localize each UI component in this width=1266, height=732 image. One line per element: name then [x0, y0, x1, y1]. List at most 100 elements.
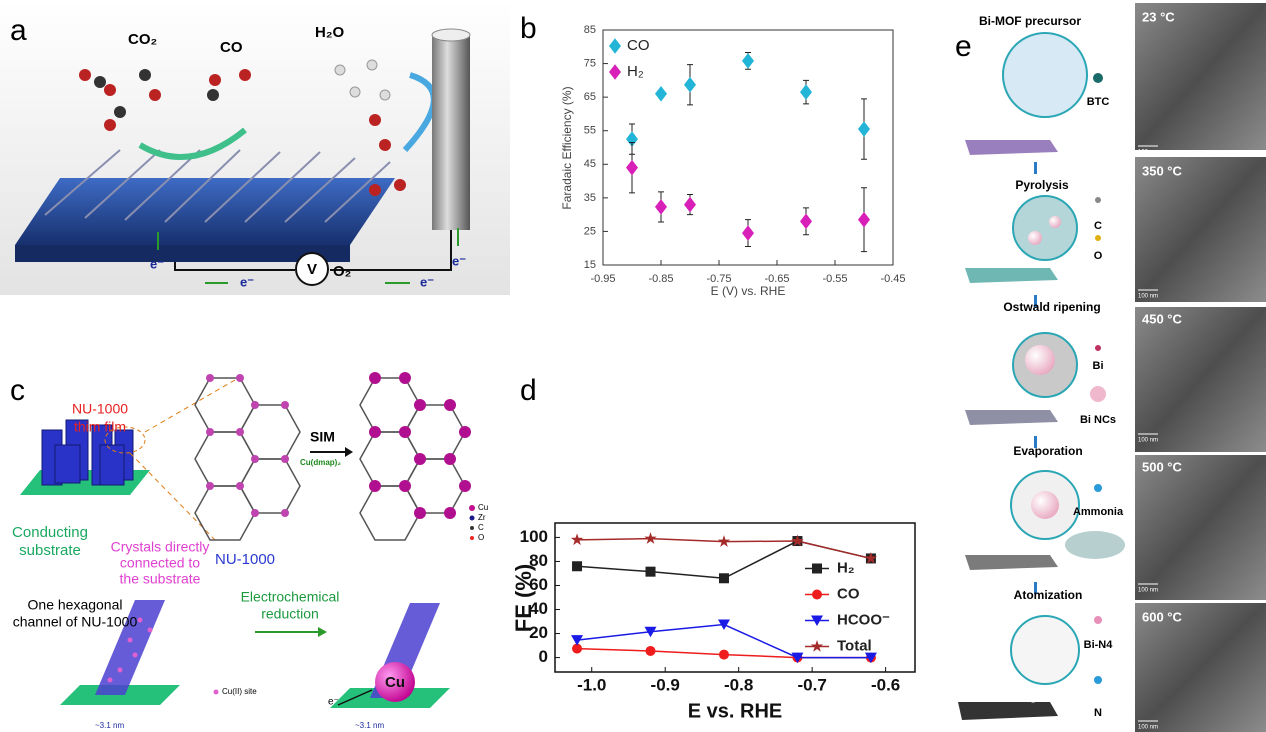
data-point [684, 197, 696, 213]
shape [281, 509, 289, 517]
label: connected to [120, 555, 200, 571]
panel-a-drawing [0, 0, 510, 295]
shape [470, 526, 474, 530]
label: ~3.1 nm [95, 721, 124, 730]
y-tick-label: 75 [584, 57, 596, 69]
species-label: O [1094, 250, 1103, 262]
electron-label: e⁻ [420, 274, 434, 289]
shape [399, 372, 411, 384]
label: NU-1000 [72, 401, 128, 417]
group [1090, 73, 1106, 684]
shape [369, 480, 381, 492]
x-tick-label: -0.75 [706, 273, 731, 285]
data-point [684, 77, 696, 93]
data-point [858, 121, 870, 137]
label: Crystals directly [111, 539, 210, 555]
legend-marker [812, 590, 822, 600]
shape [405, 459, 465, 513]
shape [206, 428, 214, 436]
shape [469, 505, 475, 511]
shape [239, 69, 251, 81]
label: the substrate [120, 571, 201, 587]
shape [1003, 33, 1087, 117]
data-point [800, 84, 812, 100]
shape [1135, 307, 1266, 452]
shape [470, 536, 474, 540]
legend-label: CO [837, 585, 860, 602]
shape [394, 179, 406, 191]
label: Conducting [12, 524, 88, 541]
shape [369, 184, 381, 196]
shape [206, 374, 214, 382]
shape [350, 87, 360, 97]
shape [379, 139, 391, 151]
shape [128, 638, 133, 643]
shape [958, 702, 1058, 720]
panel-label: a [10, 14, 27, 47]
shape [414, 399, 426, 411]
legend-marker [609, 38, 621, 54]
step-label: Ostwald ripening [1003, 300, 1100, 314]
shape [209, 74, 221, 86]
label: O [478, 533, 484, 542]
scale-bar-label: 100 nm [1138, 438, 1158, 444]
shape [367, 60, 377, 70]
y-tick-label: 65 [584, 91, 596, 103]
shape [444, 507, 456, 519]
panel-label: e [955, 30, 972, 63]
shape [1095, 345, 1101, 351]
data-point [646, 567, 656, 577]
shape [432, 35, 470, 230]
shape [335, 65, 345, 75]
legend-label: HCOO⁻ [837, 611, 890, 628]
shape [94, 76, 106, 88]
temperature-label: 350 °C [1142, 163, 1183, 178]
shape [1011, 616, 1079, 684]
label: CO [220, 39, 243, 56]
shape [399, 426, 411, 438]
shape [360, 378, 420, 432]
shape [114, 106, 126, 118]
shape [148, 628, 153, 633]
y-tick-label: 45 [584, 158, 596, 170]
shape [104, 119, 116, 131]
species-label: Bi [1093, 360, 1104, 372]
y-tick-label: 25 [584, 225, 596, 237]
shape [100, 445, 124, 485]
species-label: BTC [1087, 96, 1110, 108]
y-tick-label: 0 [539, 647, 548, 666]
scale-bar-label: 100 nm [1138, 294, 1158, 300]
scale-bar-label: 100 nm [1138, 725, 1158, 731]
temperature-label: 23 °C [1142, 9, 1175, 24]
x-axis-label: E (V) vs. RHE [711, 284, 786, 298]
x-tick-label: -0.85 [648, 273, 673, 285]
shape [145, 380, 235, 432]
species-label: Ammonia [1073, 506, 1124, 518]
group [469, 505, 475, 540]
shape [1049, 216, 1061, 228]
shape [459, 480, 471, 492]
label: V [307, 261, 317, 278]
shape [1025, 345, 1055, 375]
legend-label: H₂ [627, 63, 644, 80]
label: Bi Single atoms [999, 691, 1082, 703]
label: e⁻ [328, 697, 339, 708]
shape [79, 69, 91, 81]
data-point [655, 86, 667, 102]
x-tick-label: -0.55 [822, 273, 847, 285]
shape [149, 89, 161, 101]
panel-label: c [10, 374, 25, 407]
label: ~3.1 nm [355, 721, 384, 730]
scale-bar-label: 100 nm [1138, 150, 1158, 156]
data-point [742, 53, 754, 69]
shape [206, 482, 214, 490]
data-point [646, 646, 656, 656]
x-axis-label: E vs. RHE [688, 700, 782, 722]
shape [965, 140, 1058, 155]
electron-label: e⁻ [452, 253, 466, 268]
group [369, 372, 471, 519]
species-label: C [1094, 220, 1102, 232]
shape [360, 432, 420, 486]
shape [1135, 3, 1266, 150]
label: SIM [310, 429, 335, 445]
